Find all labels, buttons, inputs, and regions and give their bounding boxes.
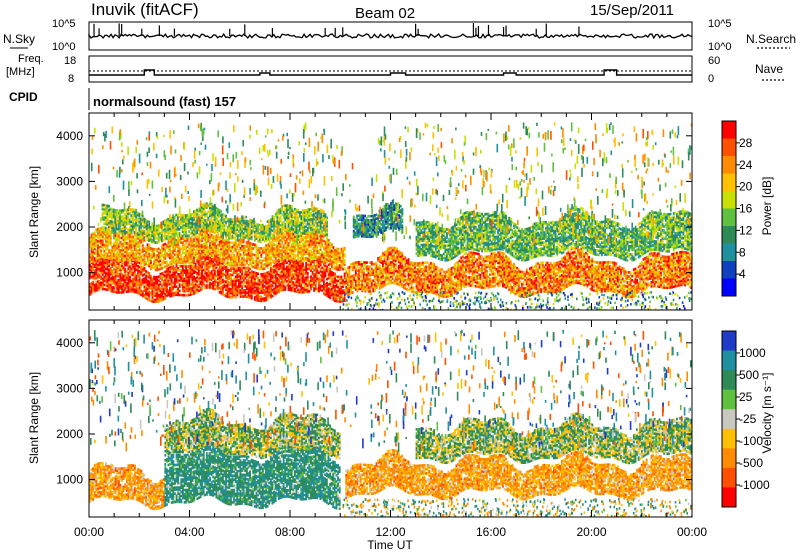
radar-summary-plot: Inuvik (fitACF) Beam 02 15/Sep/2011 N.Sk… bbox=[0, 0, 800, 554]
freq-label: Freq. bbox=[18, 53, 44, 65]
echo-cell bbox=[144, 267, 146, 270]
station-title: Inuvik (fitACF) bbox=[91, 0, 199, 19]
echo-cell bbox=[257, 277, 259, 280]
echo-cell bbox=[291, 205, 293, 208]
freq-unit-label: [MHz] bbox=[6, 66, 35, 78]
freq-tick-bottom: 8 bbox=[68, 73, 74, 85]
echo-cell bbox=[256, 244, 258, 247]
echo-cell bbox=[204, 255, 206, 258]
date-label: 15/Sep/2011 bbox=[590, 2, 674, 19]
echo-cell bbox=[126, 231, 128, 234]
echo-cell bbox=[321, 251, 323, 254]
echo-cell bbox=[225, 229, 227, 232]
noise-right-tick-top: 10^5 bbox=[708, 18, 732, 30]
power-heatmap bbox=[89, 122, 693, 311]
echo-cell bbox=[321, 285, 323, 288]
echo-cell bbox=[257, 273, 259, 276]
echo-cell bbox=[211, 203, 213, 206]
echo-cell bbox=[328, 239, 330, 242]
echo-cell bbox=[150, 275, 152, 278]
echo-cell bbox=[135, 268, 137, 271]
cpid-label: CPID bbox=[9, 90, 38, 104]
echo-cell bbox=[297, 209, 299, 212]
beam-label: Beam 02 bbox=[355, 5, 415, 22]
echo-cell bbox=[160, 281, 162, 284]
echo-cell bbox=[344, 259, 346, 262]
noise-left-tick-top: 10^5 bbox=[52, 18, 76, 30]
nsearch-label: N.Search bbox=[746, 32, 796, 46]
echo-cell bbox=[302, 262, 304, 265]
echo-cell bbox=[225, 215, 227, 218]
cpid-value: normalsound (fast) 157 bbox=[93, 94, 236, 109]
echo-cell bbox=[228, 281, 230, 284]
echo-cell bbox=[321, 271, 323, 274]
echo-cell bbox=[225, 221, 227, 224]
echo-cell bbox=[138, 213, 140, 216]
echo-cell bbox=[228, 288, 230, 291]
nave-label: Nave bbox=[755, 62, 783, 76]
echo-cell bbox=[337, 248, 339, 251]
echo-cell bbox=[220, 210, 222, 213]
freq-panel: Freq. [MHz] 18 8 60 0 Nave bbox=[6, 53, 784, 85]
echo-cell bbox=[264, 267, 266, 270]
echo-cell bbox=[276, 271, 278, 274]
echo-cell bbox=[252, 257, 254, 260]
echo-cell bbox=[243, 239, 245, 242]
echo-cell bbox=[182, 235, 184, 238]
noise-right-tick-bottom: 10^0 bbox=[708, 41, 732, 53]
echo-cell bbox=[188, 234, 190, 237]
echo-cell bbox=[333, 246, 335, 249]
echo-cell bbox=[94, 231, 96, 234]
echo-cell bbox=[135, 209, 137, 212]
noise-panel: N.Sky 10^5 10^0 10^5 10^0 N.Search bbox=[3, 18, 796, 53]
echo-cell bbox=[228, 241, 230, 244]
echo-cell bbox=[179, 290, 181, 293]
echo-cell bbox=[341, 276, 343, 279]
echo-cell bbox=[240, 253, 242, 256]
echo-cell bbox=[228, 262, 230, 265]
echo-cell bbox=[334, 273, 336, 276]
echo-cell bbox=[344, 247, 346, 250]
echo-cell bbox=[135, 275, 137, 278]
echo-cell bbox=[307, 272, 309, 275]
echo-cell bbox=[248, 239, 250, 242]
echo-cell bbox=[108, 205, 110, 208]
noise-spikes bbox=[94, 23, 579, 36]
noise-left-tick-bottom: 10^0 bbox=[52, 41, 76, 53]
echo-cell bbox=[148, 272, 150, 275]
echo-cell bbox=[228, 273, 230, 276]
nave-tick-bottom: 0 bbox=[708, 73, 714, 85]
echo-cell bbox=[227, 267, 229, 270]
echo-cell bbox=[308, 290, 310, 293]
nsky-label: N.Sky bbox=[3, 32, 35, 46]
echo-cell bbox=[92, 281, 94, 284]
echo-cell bbox=[166, 260, 168, 263]
echo-cell bbox=[142, 244, 144, 247]
echo-cell bbox=[228, 254, 230, 257]
nave-tick-top: 60 bbox=[708, 55, 720, 67]
echo-cell bbox=[228, 269, 230, 272]
echo-cell bbox=[182, 214, 184, 217]
echo-cell bbox=[148, 244, 150, 247]
echo-cell bbox=[331, 243, 333, 246]
noise-sky-line bbox=[89, 34, 692, 38]
echo-cell bbox=[249, 268, 251, 271]
echo-cell bbox=[321, 267, 323, 270]
echo-cell bbox=[344, 253, 346, 256]
echo-cell bbox=[144, 239, 146, 242]
freq-tick-top: 18 bbox=[64, 55, 76, 67]
